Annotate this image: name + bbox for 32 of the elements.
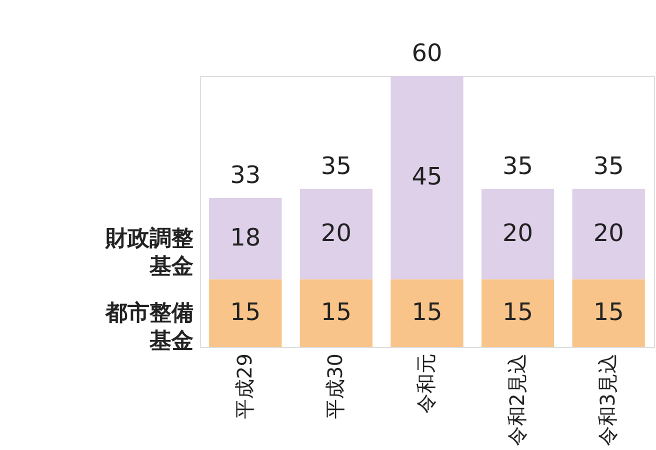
series-label: 都市整備基金 [104,300,194,354]
data-label: 15 [502,298,534,326]
x-tick-label: 平成30 [323,354,348,419]
bar [300,279,373,347]
data-label: 15 [230,298,261,326]
bar [390,76,464,280]
bar [209,279,282,347]
data-label: 20 [502,219,534,248]
x-tick-label: 令和3見込 [596,354,620,446]
x-tick-label: 令和元 [414,354,438,414]
data-label: 15 [320,298,352,326]
total-label: 35 [502,152,534,180]
data-label: 18 [230,224,261,252]
bar [390,279,464,347]
total-label: 35 [320,152,352,180]
data-label: 20 [320,219,352,248]
x-tick-label: 平成29 [232,354,256,419]
series-label: 財政調整基金 [104,226,194,280]
data-label: 15 [412,298,442,326]
data-label: 15 [593,298,624,326]
bar [572,279,645,347]
bar [300,188,373,280]
bar [481,188,554,280]
data-label: 45 [412,162,442,191]
data-label: 20 [593,219,624,248]
total-label: 35 [593,152,624,180]
bar [209,198,282,280]
bar [572,188,645,280]
bar [481,279,554,347]
x-tick-label: 令和2見込 [504,354,529,446]
total-label: 33 [230,160,261,189]
total-label: 60 [412,39,442,67]
